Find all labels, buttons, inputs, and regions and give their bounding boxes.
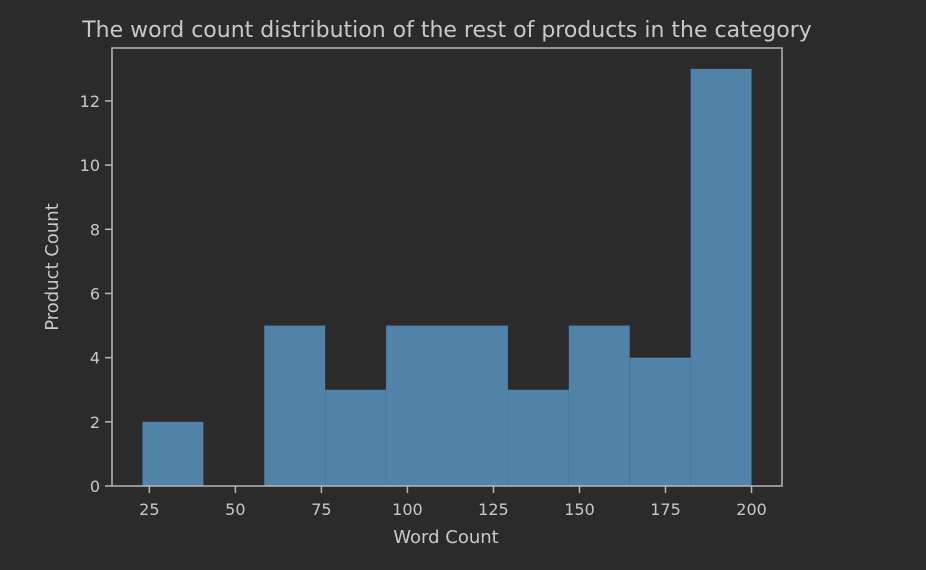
histogram-bar — [142, 421, 204, 486]
chart-title: The word count distribution of the rest … — [81, 18, 812, 43]
x-tick-label: 100 — [392, 500, 423, 519]
y-axis-ticks: 0 2 4 6 8 10 12 — [80, 92, 112, 496]
y-tick-label: 12 — [80, 92, 100, 111]
plot-frame — [111, 47, 783, 487]
histogram-bar — [568, 325, 630, 486]
y-tick-label: 0 — [90, 477, 100, 496]
y-tick-label: 10 — [80, 156, 100, 175]
histogram-bar — [264, 325, 326, 486]
bars — [142, 68, 752, 487]
x-tick-label: 75 — [311, 500, 331, 519]
y-axis-label: Product Count — [42, 203, 63, 331]
histogram-bar — [325, 389, 387, 486]
x-axis-ticks: 25 50 75 100 125 150 175 200 — [139, 486, 767, 519]
x-tick-label: 150 — [564, 500, 595, 519]
y-tick-label: 2 — [90, 413, 100, 432]
x-tick-label: 200 — [736, 500, 767, 519]
y-tick-label: 8 — [90, 220, 100, 239]
x-axis-label: Word Count — [393, 527, 498, 548]
x-tick-label: 175 — [650, 500, 681, 519]
histogram-bar — [629, 357, 691, 486]
y-tick-label: 4 — [90, 349, 100, 368]
x-tick-label: 25 — [139, 500, 159, 519]
y-tick-label: 6 — [90, 284, 100, 303]
histogram-bar — [447, 325, 508, 486]
x-tick-label: 50 — [225, 500, 245, 519]
histogram-bar — [690, 68, 752, 487]
histogram-bar — [507, 389, 569, 486]
x-tick-label: 125 — [478, 500, 509, 519]
histogram-bar — [386, 325, 447, 486]
